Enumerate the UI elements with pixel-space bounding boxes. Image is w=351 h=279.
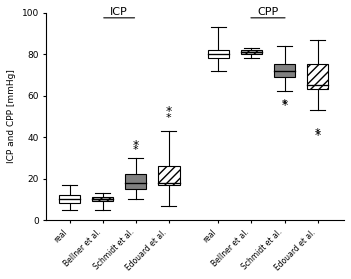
Text: *: * — [166, 105, 172, 118]
Bar — [158, 166, 179, 185]
Bar — [274, 64, 295, 77]
Text: *: * — [315, 128, 320, 138]
Bar — [241, 50, 262, 54]
Text: *: * — [133, 145, 139, 155]
Bar — [59, 195, 80, 203]
Bar — [307, 64, 328, 89]
Y-axis label: ICP and CPP [mmHg]: ICP and CPP [mmHg] — [7, 69, 16, 163]
Text: *: * — [282, 100, 288, 112]
Bar — [208, 50, 229, 58]
Text: ICP: ICP — [110, 7, 128, 17]
Text: CPP: CPP — [257, 7, 279, 17]
Text: *: * — [133, 139, 139, 151]
Bar — [125, 174, 146, 189]
Text: *: * — [314, 129, 321, 141]
Text: *: * — [166, 114, 172, 123]
Bar — [92, 197, 113, 201]
Text: *: * — [282, 99, 287, 109]
